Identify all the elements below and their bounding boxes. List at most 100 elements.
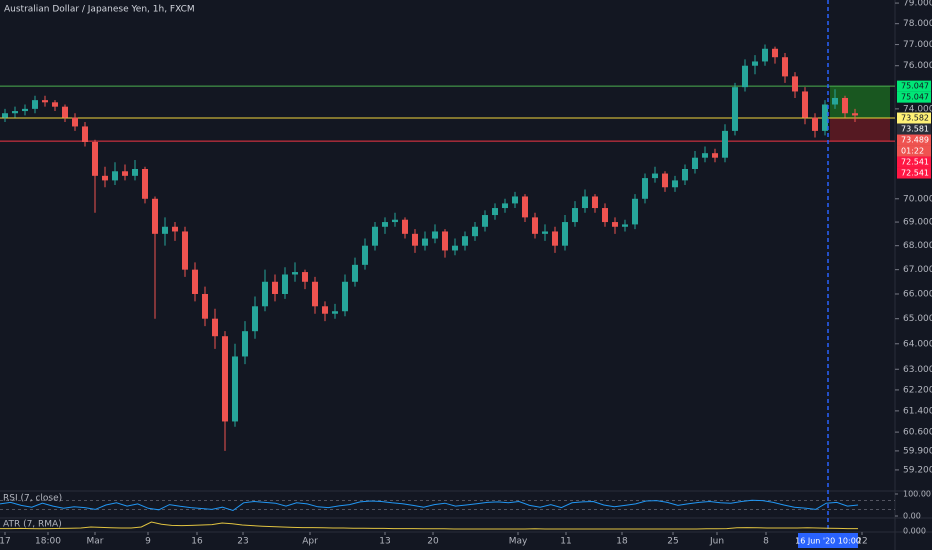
candle-body <box>582 196 588 209</box>
y-tick-label: 76.000 <box>903 61 932 71</box>
y-tick-label: 61.400 <box>903 406 932 416</box>
x-tick-label: Apr <box>302 537 318 547</box>
y-tick-label: 79.000 <box>903 0 932 9</box>
x-tick-label: 18:00 <box>35 537 61 547</box>
x-tick-label: 23 <box>237 537 248 547</box>
x-tick-label: 16 <box>191 537 203 547</box>
price-label: 75.047 <box>901 93 929 102</box>
candle-body <box>442 231 448 251</box>
rsi-tick-label: 0.00 <box>903 512 921 521</box>
y-tick-label: 62.200 <box>903 385 932 395</box>
price-label: 72.541 <box>901 158 929 167</box>
candle-body <box>2 113 8 118</box>
candle-body <box>562 222 568 246</box>
candle-body <box>162 226 168 234</box>
price-label-bg <box>897 123 931 135</box>
candle-body <box>312 281 318 307</box>
candle-body <box>722 130 728 158</box>
candle-body <box>332 311 338 314</box>
x-tick-label: 25 <box>667 537 678 547</box>
candle-body <box>532 217 538 234</box>
x-tick-label: 22 <box>856 537 867 547</box>
price-label: 73.581 <box>901 125 929 134</box>
y-tick-label: 74.000 <box>903 104 932 114</box>
candle-body <box>792 76 798 92</box>
candle-body <box>392 219 398 223</box>
y-tick-label: 67.000 <box>903 265 932 275</box>
candle-body <box>422 238 428 246</box>
candle-body <box>222 336 228 422</box>
candle-body <box>72 117 78 127</box>
price-label: 72.541 <box>901 169 929 178</box>
candle-body <box>502 203 508 209</box>
candle-body <box>602 208 608 223</box>
candle-body <box>52 102 58 107</box>
candle-body <box>512 196 518 204</box>
candle-body <box>482 215 488 227</box>
candle-body <box>42 100 48 103</box>
price-label: 75.047 <box>901 82 929 91</box>
candle-body <box>22 108 28 112</box>
candle-body <box>612 222 618 227</box>
position-target-zone <box>830 86 890 119</box>
candle-body <box>452 245 458 251</box>
candle-body <box>702 153 708 158</box>
candle-body <box>132 169 138 176</box>
atr-line <box>0 521 858 530</box>
x-tick-label: 8 <box>763 537 769 547</box>
y-tick-label: 69.000 <box>903 218 932 228</box>
candle-body <box>382 222 388 227</box>
candle-body <box>152 198 158 234</box>
candle-body <box>352 264 358 282</box>
candle-body <box>202 293 208 319</box>
candle-body <box>692 157 698 170</box>
x-tick-label: 9 <box>145 537 151 547</box>
candle-body <box>762 48 768 62</box>
price-label-bg <box>897 167 931 179</box>
price-label: 73.489 <box>901 136 929 145</box>
candle-body <box>622 224 628 227</box>
candle-body <box>212 318 218 337</box>
candle-body <box>62 106 68 118</box>
y-tick-label: 60.600 <box>903 428 932 438</box>
y-tick-label: 59.900 <box>903 446 932 456</box>
candle-body <box>772 48 778 58</box>
candle-body <box>822 104 828 131</box>
y-tick-label: 64.000 <box>903 339 932 349</box>
y-tick-label: 77.000 <box>903 40 932 50</box>
candle-body <box>842 97 848 114</box>
x-tick-label: 20 <box>427 537 439 547</box>
candle-body <box>412 233 418 246</box>
candle-body <box>632 198 638 225</box>
x-tick-label: 17 <box>0 537 11 547</box>
candle-body <box>652 173 658 179</box>
candle-body <box>172 226 178 232</box>
candle-body <box>672 180 678 188</box>
candle-body <box>742 65 748 88</box>
candle-body <box>242 331 248 357</box>
candle-body <box>182 231 188 270</box>
candle-body <box>192 269 198 294</box>
candle-body <box>342 281 348 312</box>
candle-body <box>592 196 598 209</box>
candle-body <box>12 111 18 114</box>
y-tick-label: 68.000 <box>903 241 932 251</box>
chart-title: Australian Dollar / Japanese Yen, 1h, FX… <box>4 5 195 15</box>
y-tick-label: 70.000 <box>903 194 932 204</box>
labels: Australian Dollar / Japanese Yen, 1h, FX… <box>3 5 195 530</box>
candle-body <box>832 97 838 105</box>
price-label-bg <box>897 91 931 103</box>
candle-body <box>682 169 688 181</box>
x-tick-label: Mar <box>87 537 104 547</box>
price-label: 73.582 <box>901 114 929 123</box>
candle-body <box>292 272 298 275</box>
atr-tick-label: 0.000 <box>903 527 926 536</box>
candle-body <box>642 178 648 199</box>
candle-body <box>712 153 718 158</box>
price-label-bg <box>897 134 931 146</box>
crosshair-label-bg <box>798 533 858 548</box>
price-label-bg <box>897 112 931 124</box>
price-label-bg <box>897 156 931 168</box>
candle-body <box>542 231 548 234</box>
candle-body <box>552 231 558 246</box>
